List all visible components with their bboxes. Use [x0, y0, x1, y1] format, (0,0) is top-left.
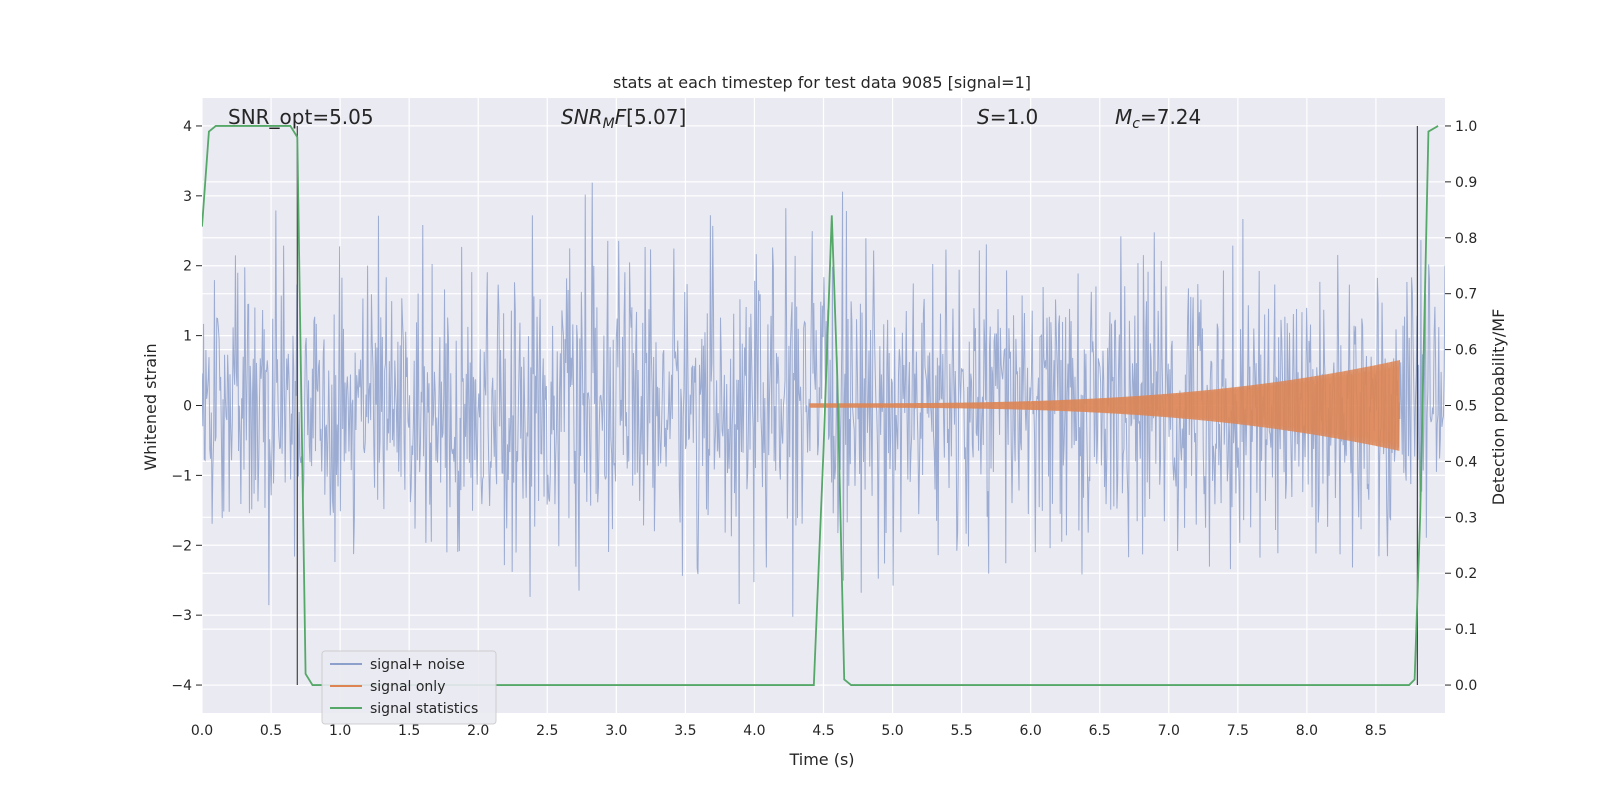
- y-tick-label: 0: [183, 399, 192, 415]
- y-tick-label: 3: [183, 189, 192, 205]
- y2-tick-label: 0.9: [1455, 175, 1477, 191]
- y2-tick-label: 0.4: [1455, 454, 1477, 470]
- series-signal-statistics: [202, 125, 1439, 686]
- y2-tick-label: 0.1: [1455, 622, 1477, 638]
- x-tick-label: 8.5: [1365, 723, 1387, 739]
- y2-tick-label: 0.3: [1455, 510, 1477, 526]
- y2-tick-label: 0.5: [1455, 399, 1477, 415]
- y-tick-label: −1: [171, 468, 192, 484]
- legend-label-signal-noise: signal+ noise: [370, 657, 465, 673]
- line-signal-statistics: [202, 125, 1439, 686]
- annotation-snr-mf: SNRMF[5.07]: [561, 105, 686, 132]
- x-tick-label: 3.0: [605, 723, 627, 739]
- legend-label-signal-statistics: signal statistics: [370, 701, 478, 717]
- y-axis-ticks: 4 3 2 1 0 −1 −2 −3 −4: [171, 119, 202, 694]
- x-tick-label: 0.5: [260, 723, 282, 739]
- legend: signal+ noise signal only signal statist…: [321, 650, 497, 725]
- x-tick-label: 1.0: [329, 723, 351, 739]
- y2-tick-label: 0.7: [1455, 287, 1477, 303]
- y-tick-label: 4: [183, 119, 192, 135]
- x-tick-label: 0.0: [191, 723, 213, 739]
- y2-axis-label: Detection probability/MF: [1489, 309, 1508, 506]
- x-tick-label: 6.0: [1020, 723, 1042, 739]
- x-tick-label: 7.0: [1158, 723, 1180, 739]
- y2-tick-label: 0.0: [1455, 678, 1477, 694]
- x-tick-label: 2.0: [467, 723, 489, 739]
- x-tick-label: 5.5: [950, 723, 972, 739]
- series-signal-noise: [202, 182, 1445, 617]
- x-axis-ticks: 0.0 0.5 1.0 1.5 2.0 2.5 3.0 3.5 4.0 4.5 5.0 5.5 6.0 6…: [191, 723, 1387, 739]
- y-axis-label: Whitened strain: [141, 343, 160, 470]
- series-signal-only: [809, 360, 1401, 451]
- annotation-s: S=1.0: [977, 105, 1038, 129]
- y2-tick-label: 0.2: [1455, 566, 1477, 582]
- x-axis-label: Time (s): [788, 750, 854, 769]
- x-tick-label: 5.0: [881, 723, 903, 739]
- x-tick-label: 8.0: [1296, 723, 1318, 739]
- legend-box: [321, 650, 497, 725]
- chart-title: stats at each timestep for test data 908…: [613, 73, 1031, 92]
- x-tick-label: 4.5: [812, 723, 834, 739]
- y-tick-label: 1: [183, 329, 192, 345]
- line-signal-noise: [202, 182, 1445, 617]
- legend-label-signal-only: signal only: [370, 679, 445, 695]
- y-tick-label: −4: [171, 678, 192, 694]
- y-tick-label: 2: [183, 259, 192, 275]
- y-tick-label: −2: [171, 538, 192, 554]
- annotation-mc: Mc=7.24: [1115, 105, 1201, 132]
- y2-tick-label: 0.8: [1455, 231, 1477, 247]
- x-tick-label: 4.0: [743, 723, 765, 739]
- y2-tick-label: 0.6: [1455, 343, 1477, 359]
- x-tick-label: 3.5: [674, 723, 696, 739]
- y2-axis-ticks: 1.0 0.9 0.8 0.7 0.6 0.5 0.4 0.3 0.2 0.1 0.0: [1445, 119, 1477, 694]
- annotation-snr-opt: SNR_opt=5.05: [228, 105, 374, 129]
- x-tick-label: 6.5: [1089, 723, 1111, 739]
- x-tick-label: 7.5: [1227, 723, 1249, 739]
- line-signal-only: [809, 360, 1401, 451]
- x-tick-label: 1.5: [398, 723, 420, 739]
- x-tick-label: 2.5: [536, 723, 558, 739]
- y2-tick-label: 1.0: [1455, 119, 1477, 135]
- y-tick-label: −3: [171, 608, 192, 624]
